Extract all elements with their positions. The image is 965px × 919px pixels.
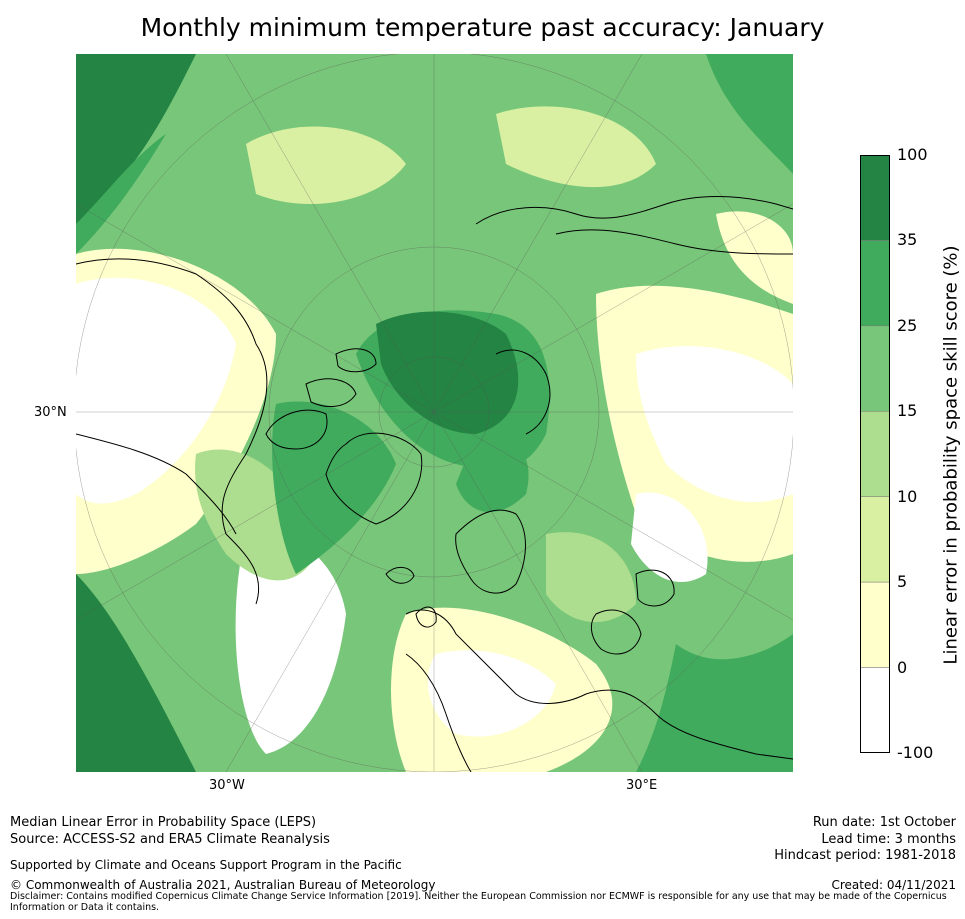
colorbar-tick-label: 10 — [897, 486, 918, 506]
footer-lead-time: Lead time: 3 months — [821, 832, 956, 847]
colorbar-bin — [860, 411, 890, 497]
colorbar-tick-label: 5 — [897, 572, 908, 592]
colorbar-tick-label: 0 — [897, 657, 908, 677]
footer-run-date: Run date: 1st October — [812, 815, 956, 830]
colorbar-bin — [860, 581, 890, 668]
colorbar-frame — [860, 155, 890, 753]
coastlines — [76, 196, 793, 772]
colorbar-tick-label: 15 — [897, 401, 918, 421]
colorbar — [860, 155, 890, 753]
colorbar-tick-label: 35 — [897, 230, 918, 250]
colorbar-tick-label: 25 — [897, 315, 918, 335]
footer-disclaimer: Disclaimer: Contains modified Copernicus… — [10, 891, 947, 913]
footer-support: Supported by Climate and Oceans Support … — [10, 858, 402, 872]
footer-leps: Median Linear Error in Probability Space… — [10, 815, 317, 830]
colorbar-bin — [860, 240, 890, 327]
colorbar-bin — [860, 667, 890, 753]
longitude-label-30w: 30°W — [209, 778, 245, 793]
skill-shading — [76, 54, 793, 772]
colorbar-tick-label: -100 — [897, 743, 934, 762]
latitude-label-30n: 30°N — [34, 405, 67, 420]
colorbar-label: Linear error in probability space skill … — [940, 245, 962, 665]
footer-created: Created: 04/11/2021 — [831, 878, 956, 892]
polar-map — [76, 54, 793, 772]
footer-copyright: © Commonwealth of Australia 2021, Austra… — [10, 878, 436, 892]
colorbar-tick-label: 100 — [897, 145, 928, 164]
footer-source: Source: ACCESS-S2 and ERA5 Climate Reana… — [10, 832, 330, 847]
colorbar-bin — [860, 496, 890, 583]
colorbar-bin — [860, 155, 890, 241]
footer-hindcast: Hindcast period: 1981-2018 — [774, 848, 956, 863]
longitude-label-30e: 30°E — [626, 778, 658, 793]
colorbar-bin — [860, 325, 890, 412]
chart-title: Monthly minimum temperature past accurac… — [140, 13, 825, 42]
graticule — [76, 54, 793, 772]
